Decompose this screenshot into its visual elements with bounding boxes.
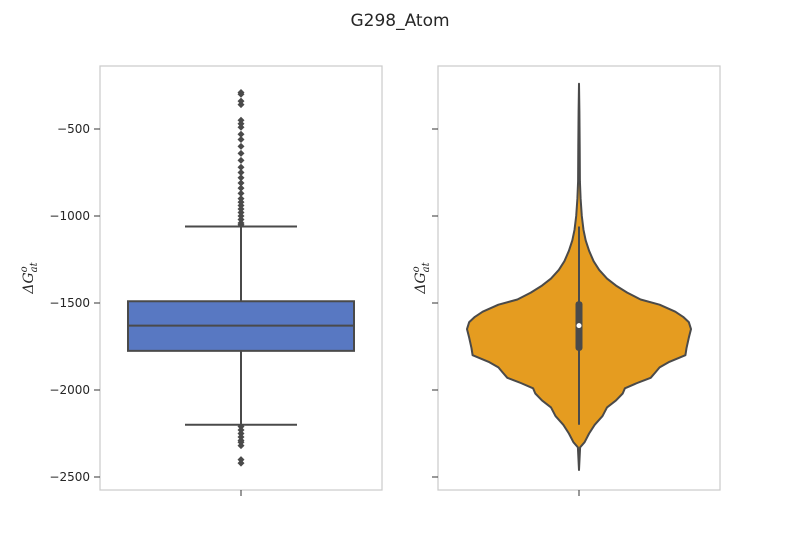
outlier-point xyxy=(237,442,245,450)
violin-plot-marks xyxy=(466,82,692,471)
outlier-point xyxy=(237,163,245,171)
y-tick-label: −2000 xyxy=(49,383,90,397)
box-plot-y-axis: −500 −1000 −1500 −2000 −2500 xyxy=(49,122,100,484)
y-tick-label: −500 xyxy=(57,122,90,136)
outlier-point xyxy=(237,149,245,157)
violin-plot-panel: ΔGoat xyxy=(411,65,721,496)
box-plot-panel: −500 −1000 −1500 −2000 −2500 ΔGoat xyxy=(19,65,383,496)
outlier-point xyxy=(237,123,245,131)
y-tick-label: −1500 xyxy=(49,296,90,310)
outlier-point xyxy=(237,130,245,138)
box-plot-marks xyxy=(127,88,355,467)
violin-plot-y-axis xyxy=(432,128,438,478)
outlier-point xyxy=(237,156,245,164)
y-label-sup: o xyxy=(19,266,30,272)
y-label-sub: at xyxy=(421,261,432,272)
outlier-point xyxy=(237,179,245,187)
y-label-sub: at xyxy=(29,261,40,272)
outlier-point xyxy=(237,184,245,192)
outlier-point xyxy=(237,174,245,182)
outlier-point xyxy=(237,459,245,467)
box-plot-y-label: ΔGoat xyxy=(19,261,40,294)
outlier-point xyxy=(237,135,245,143)
y-tick-label: −2500 xyxy=(49,470,90,484)
chart-title: G298_Atom xyxy=(350,11,449,31)
y-label-main: ΔG xyxy=(413,272,429,294)
outlier-point xyxy=(237,169,245,176)
violin-plot-y-label: ΔGoat xyxy=(411,261,432,294)
y-label-sup: o xyxy=(411,266,422,272)
outlier-point xyxy=(237,101,245,109)
y-tick-label: −1000 xyxy=(49,209,90,223)
y-label-main: ΔG xyxy=(21,272,37,294)
outlier-point xyxy=(237,189,245,197)
outlier-point xyxy=(237,142,245,150)
outlier-point xyxy=(237,90,245,98)
violin-median-dot xyxy=(576,323,582,329)
outlier-point xyxy=(237,221,245,229)
